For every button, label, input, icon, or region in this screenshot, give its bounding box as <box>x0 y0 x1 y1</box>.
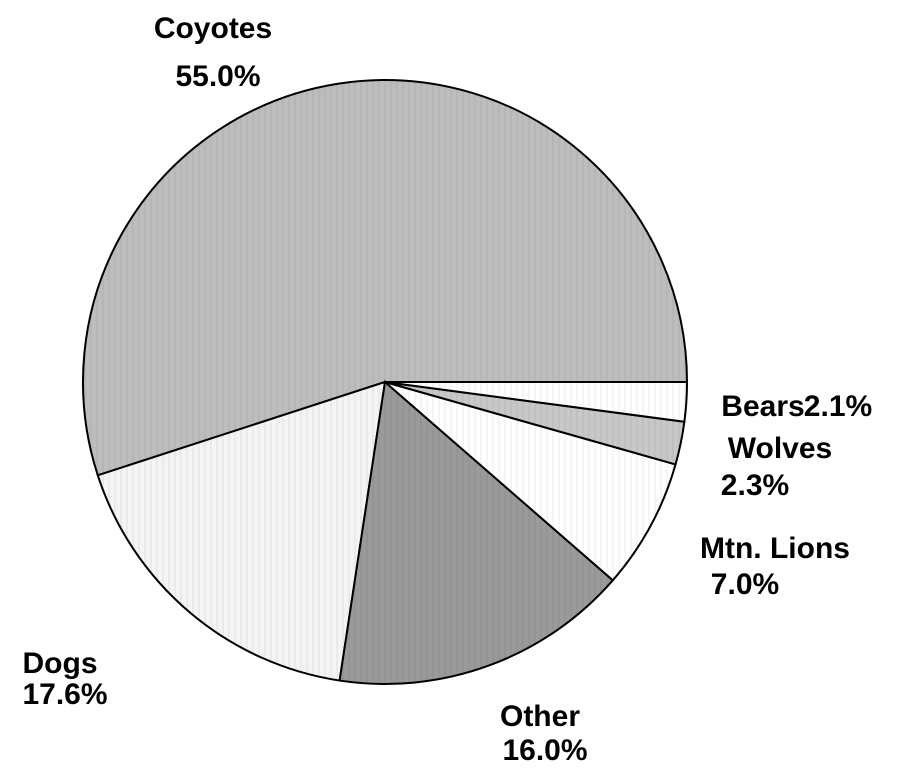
slice-label: Other <box>500 700 580 733</box>
pie-texture <box>385 382 687 422</box>
slice-value-label: 2.3% <box>721 469 789 502</box>
pie-texture <box>385 382 685 465</box>
slice-label: Wolves <box>728 432 833 465</box>
pie-texture <box>83 79 687 476</box>
slice-label: Dogs <box>23 647 98 680</box>
slice-value-label: 17.6% <box>22 678 107 711</box>
slice-label: Mtn. Lions <box>700 532 850 565</box>
pie-texture <box>385 382 676 581</box>
slice-label: Coyotes <box>154 12 272 45</box>
pie-texture <box>97 382 385 681</box>
slice-value-label: 7.0% <box>711 568 779 601</box>
slice-label: Bears <box>721 390 804 423</box>
slice-value-label: 16.0% <box>502 734 587 767</box>
slice-value-label: 55.0% <box>175 60 260 93</box>
slice-value-label: 2.1% <box>804 390 872 423</box>
pie-texture <box>339 382 613 684</box>
